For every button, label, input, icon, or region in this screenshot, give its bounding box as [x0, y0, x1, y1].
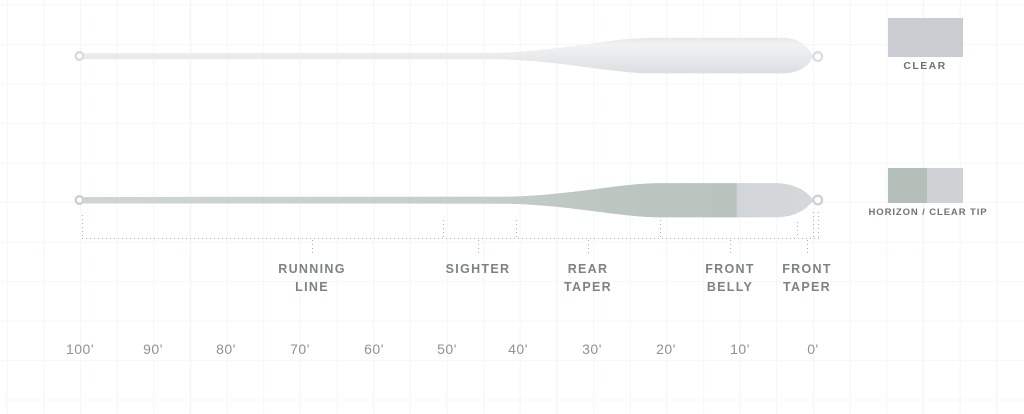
segment-label-line1: REAR — [567, 262, 609, 276]
segment-label-running-line: RUNNING LINE — [278, 261, 345, 296]
segment-label-front-belly: FRONT BELLY — [705, 261, 755, 296]
bracket-line — [82, 238, 819, 240]
scale-tick-label: 60' — [364, 341, 384, 357]
segment-label-rear-taper: REAR TAPER — [564, 261, 612, 296]
segment-label-line1: RUNNING — [278, 262, 346, 276]
bracket-tick — [660, 220, 662, 238]
legend-clear-label: CLEAR — [903, 60, 947, 72]
scale-tick-label: 10' — [730, 341, 750, 357]
bracket-tick — [443, 220, 445, 238]
bracket-tick — [516, 220, 518, 238]
clear-line-body — [84, 37, 813, 74]
scale-tick-label: 70' — [290, 341, 310, 357]
segment-label-front-taper: FRONT TAPER — [782, 261, 832, 296]
horizon-line-shading — [84, 183, 814, 218]
bracket-tick — [82, 215, 84, 238]
clear-line-rear-loop — [74, 51, 85, 61]
horizon-line-rear-loop — [74, 195, 85, 205]
scale-tick-label: 90' — [143, 341, 163, 357]
segment-label-line1: FRONT — [782, 262, 832, 276]
scale-tick-label: 30' — [582, 341, 602, 357]
label-tick — [478, 240, 480, 254]
segment-label-line1: FRONT — [705, 262, 755, 276]
bracket-tick — [797, 222, 799, 238]
scale-tick-label: 20' — [656, 341, 676, 357]
segment-label-line2: TAPER — [564, 279, 612, 294]
legend-horizon-label: HORIZON / CLEAR TIP — [868, 207, 988, 218]
scale-tick-label: 0' — [807, 341, 819, 357]
legend-clear-tip-swatch — [927, 168, 963, 203]
bracket-tick — [818, 212, 820, 238]
horizon-line-profile — [74, 183, 824, 218]
clear-line-profile — [74, 37, 824, 74]
bracket-tick — [813, 212, 815, 238]
label-tick — [807, 240, 809, 254]
legend-horizon-swatch — [888, 168, 927, 203]
scale-tick-label: 50' — [437, 341, 457, 357]
legend-clear-swatch — [888, 18, 963, 57]
scale-tick-label: 100' — [65, 341, 95, 357]
segment-label-line2: TAPER — [783, 279, 831, 294]
scale-tick-label: 40' — [508, 341, 528, 357]
scale-tick-label: 80' — [216, 341, 236, 357]
segment-label-sighter: SIGHTER — [446, 261, 511, 279]
label-tick — [588, 240, 590, 254]
label-tick — [312, 240, 314, 254]
label-tick — [730, 240, 732, 254]
segment-label-line2: BELLY — [706, 279, 754, 294]
horizon-line-front-loop — [812, 194, 824, 206]
segment-label-line1: SIGHTER — [445, 262, 511, 276]
clear-line-front-loop — [812, 51, 824, 62]
segment-label-line2: LINE — [295, 279, 329, 294]
